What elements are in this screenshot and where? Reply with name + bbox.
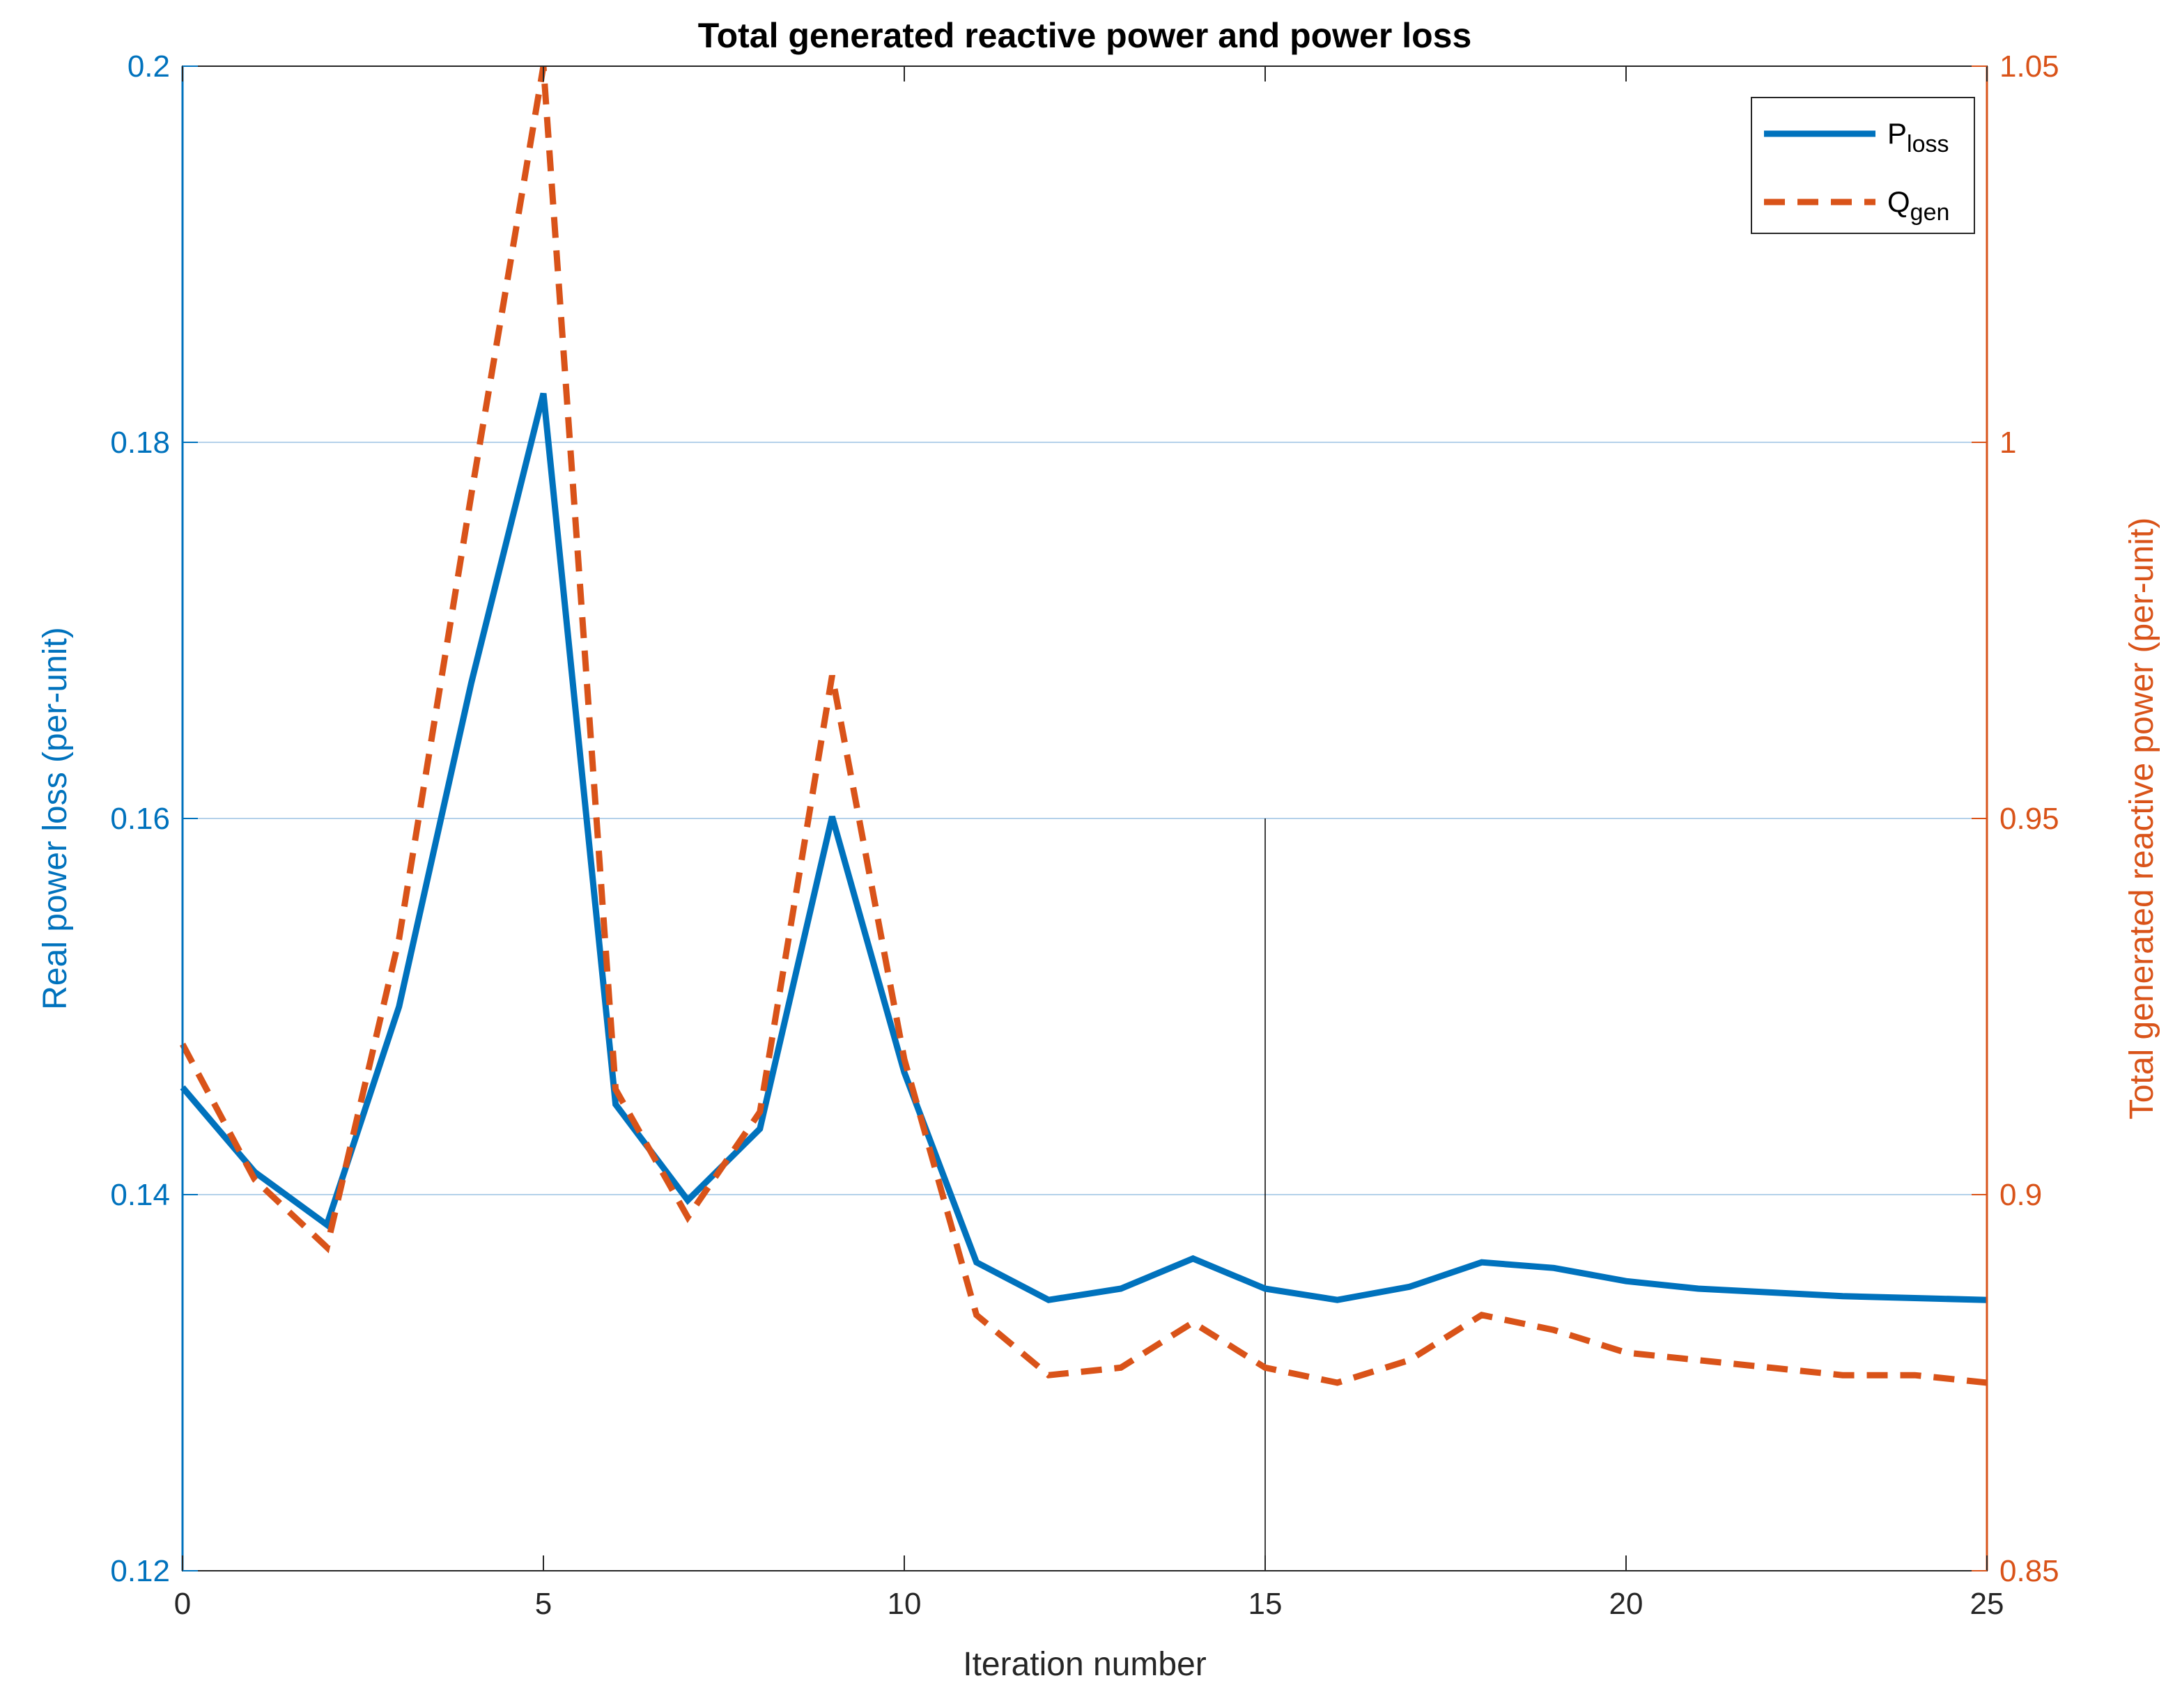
y-left-tick-label-1: 0.14 <box>110 1178 170 1212</box>
data-point-qgen-24 <box>1912 1372 1917 1378</box>
data-point-qgen-21 <box>1696 1358 1701 1363</box>
data-point-qgen-14 <box>1190 1320 1196 1326</box>
data-point-qgen-13 <box>1118 1365 1124 1370</box>
data-point-ploss-3 <box>396 1004 402 1009</box>
data-point-qgen-3 <box>396 936 402 942</box>
right-y-axis-label: Total generated reactive power (per-unit… <box>2123 518 2160 1119</box>
axis-ticks: 0 5 10 15 20 25 0.12 0.14 0.16 0.18 0.2 0.85 0.9 0.95… <box>110 49 2059 1621</box>
data-point-ploss-11 <box>974 1259 980 1265</box>
y-right-tick-label-2: 0.95 <box>1999 802 2059 836</box>
x-tick-label-1: 5 <box>535 1587 552 1621</box>
plot-series <box>180 65 1988 1386</box>
x-tick-label-5: 25 <box>1970 1587 2004 1621</box>
x-tick-label-2: 10 <box>888 1587 922 1621</box>
data-point-qgen-15 <box>1262 1365 1268 1370</box>
data-point-qgen-19 <box>1551 1327 1556 1333</box>
data-point-qgen-1 <box>252 1177 258 1182</box>
data-point-ploss-4 <box>468 681 474 686</box>
legend: Ploss Qgen <box>1751 97 1975 234</box>
data-point-ploss-8 <box>757 1126 763 1132</box>
legend-label-qgen-subscript: gen <box>1910 199 1950 226</box>
y-right-tick-label-4: 1.05 <box>1999 49 2059 84</box>
legend-label-ploss: Ploss <box>1887 117 1949 157</box>
x-tick-label-0: 0 <box>174 1587 191 1621</box>
data-point-ploss-24 <box>1912 1296 1917 1301</box>
legend-box <box>1751 97 1975 234</box>
data-point-ploss-7 <box>685 1197 690 1203</box>
x-axis-label: Iteration number <box>963 1646 1207 1683</box>
data-point-ploss-14 <box>1190 1256 1196 1261</box>
data-point-ploss-12 <box>1046 1297 1051 1303</box>
y-left-tick-label-0: 0.12 <box>110 1554 170 1588</box>
data-point-ploss-6 <box>613 1101 619 1107</box>
data-point-ploss-21 <box>1696 1286 1701 1291</box>
data-point-qgen-17 <box>1407 1358 1412 1363</box>
left-y-axis-label: Real power loss (per-unit) <box>37 627 74 1010</box>
series-line-qgen <box>180 65 1988 1386</box>
data-point-ploss-20 <box>1623 1278 1629 1284</box>
series-line-ploss <box>180 392 1988 1303</box>
data-point-qgen-22 <box>1767 1365 1773 1370</box>
data-point-qgen-4 <box>468 492 474 498</box>
data-point-qgen-23 <box>1840 1372 1846 1378</box>
data-point-qgen-2 <box>324 1245 330 1250</box>
data-point-ploss-22 <box>1767 1289 1773 1295</box>
data-point-qgen-6 <box>613 1087 619 1092</box>
data-point-ploss-23 <box>1840 1294 1846 1299</box>
y-right-tick-label-0: 0.85 <box>1999 1554 2059 1588</box>
data-point-ploss-9 <box>829 814 835 819</box>
data-point-ploss-19 <box>1551 1265 1556 1271</box>
data-point-qgen-12 <box>1046 1372 1051 1378</box>
y-left-tick-label-3: 0.18 <box>110 426 170 460</box>
data-point-qgen-20 <box>1623 1350 1629 1356</box>
y-left-tick-label-4: 0.2 <box>127 49 170 84</box>
data-point-ploss-13 <box>1118 1286 1124 1291</box>
data-point-qgen-7 <box>685 1214 690 1220</box>
data-point-ploss-15 <box>1262 1286 1268 1291</box>
data-point-qgen-8 <box>757 1109 763 1115</box>
data-point-qgen-10 <box>902 1057 907 1062</box>
data-point-qgen-16 <box>1335 1380 1340 1385</box>
legend-label-qgen-main: Q <box>1887 185 1910 218</box>
data-point-qgen-18 <box>1479 1312 1485 1318</box>
data-point-ploss-17 <box>1407 1284 1412 1289</box>
x-tick-label-4: 20 <box>1609 1587 1643 1621</box>
x-tick-label-3: 15 <box>1248 1587 1283 1621</box>
data-point-ploss-16 <box>1335 1297 1340 1303</box>
legend-label-ploss-main: P <box>1887 117 1907 150</box>
data-point-ploss-18 <box>1479 1259 1485 1265</box>
y-right-tick-label-3: 1 <box>1999 426 2016 460</box>
data-point-ploss-5 <box>541 391 546 396</box>
legend-label-qgen: Qgen <box>1887 185 1949 226</box>
y-left-tick-label-2: 0.16 <box>110 802 170 836</box>
data-point-qgen-11 <box>974 1312 980 1318</box>
chart-title: Total generated reactive power and power… <box>698 16 1472 55</box>
data-point-qgen-9 <box>829 673 835 678</box>
y-right-tick-label-1: 0.9 <box>1999 1178 2042 1212</box>
legend-label-ploss-subscript: loss <box>1907 131 1949 157</box>
